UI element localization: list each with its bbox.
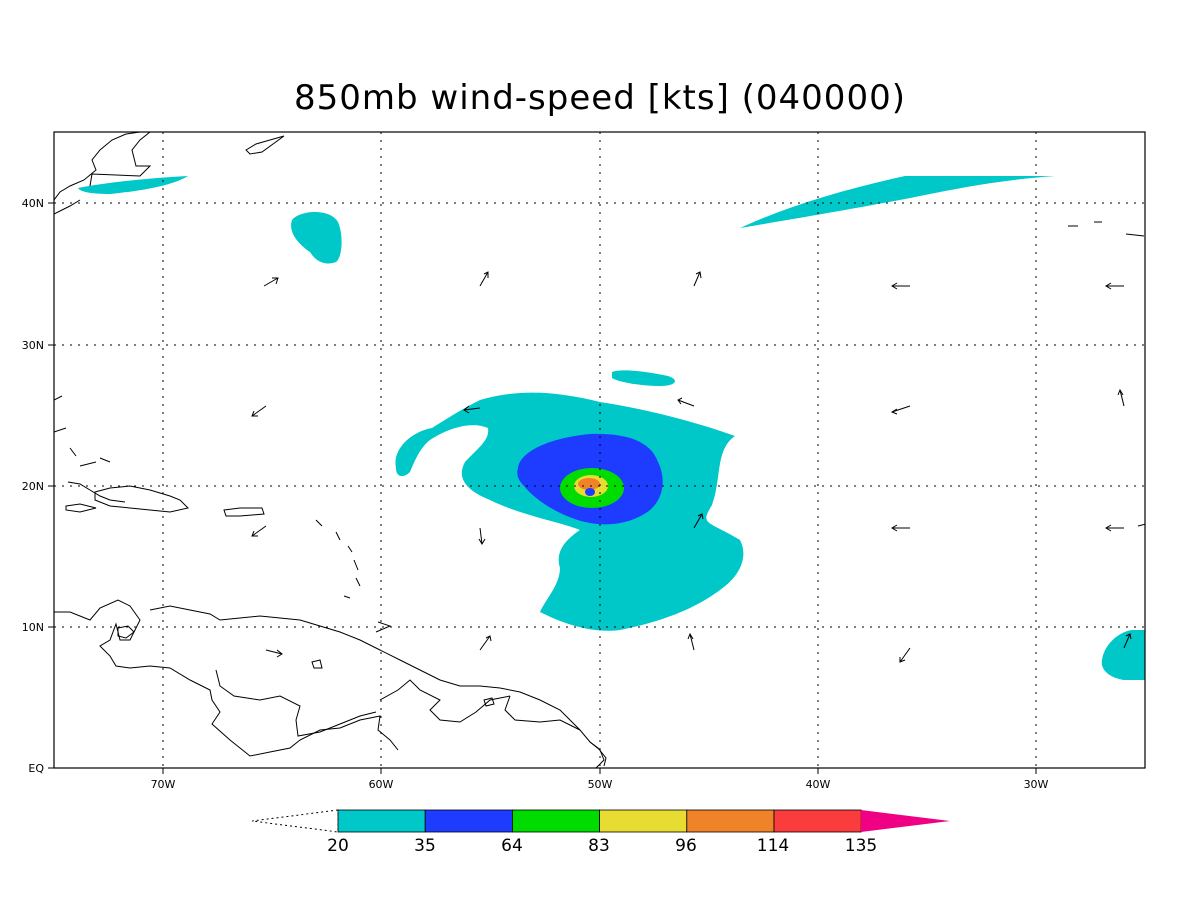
coastline-north-america — [54, 199, 81, 215]
wind-vector-arrow — [1123, 633, 1132, 649]
wind-vector-arrow — [693, 513, 704, 529]
coastline-lake — [117, 625, 135, 639]
border-guyana — [379, 679, 511, 723]
coastline-nova-scotia — [245, 135, 285, 155]
colorbar-swatch — [424, 809, 513, 833]
coastline-north-america — [54, 132, 141, 201]
colorbar: 20 35 64 83 96 114 135 — [251, 809, 950, 856]
colorbar-swatch — [773, 809, 862, 833]
wind-vector-arrow — [463, 405, 481, 414]
lat-tick-label: EQ — [28, 762, 44, 775]
wind-20kt-region — [612, 370, 675, 386]
wind-vector-arrow — [687, 632, 695, 651]
border-suriname — [504, 695, 581, 731]
wind-vector-arrow — [693, 271, 702, 287]
colorbar-label: 114 — [757, 836, 789, 856]
latitude-labels: EQ 10N 20N 30N 40N — [22, 197, 45, 775]
lat-tick-label: 10N — [22, 621, 44, 634]
tick-marks — [48, 202, 1037, 774]
colorbar-label: 96 — [675, 836, 697, 856]
coastline-jamaica — [65, 503, 97, 513]
lat-tick-label: 30N — [22, 339, 44, 352]
wind-vector-arrow — [265, 649, 283, 658]
storm-eye — [585, 488, 595, 496]
wind-vector-arrow — [891, 524, 910, 532]
border-us-canada — [89, 132, 152, 187]
lon-tick-label: 30W — [1024, 778, 1049, 791]
lon-tick-label: 60W — [369, 778, 394, 791]
wind-96kt-region — [578, 478, 600, 490]
wind-vector-arrow — [251, 525, 267, 537]
coastline-bahamas — [54, 395, 111, 467]
colorbar-label: 64 — [501, 836, 523, 856]
coastline-south-america — [149, 605, 605, 768]
grid-lines — [54, 132, 1145, 768]
wind-vector-arrow — [251, 405, 267, 417]
coastline-hispaniola — [94, 485, 189, 513]
colorbar-label: 20 — [327, 836, 349, 856]
colorbar-label: 35 — [414, 836, 436, 856]
lat-tick-label: 40N — [22, 197, 44, 210]
wind-vector-arrow — [677, 397, 695, 407]
colorbar-swatch — [686, 809, 775, 833]
colorbar-swatch — [599, 809, 688, 833]
coastline-azores — [1068, 221, 1145, 237]
wind-vector-arrow — [1117, 388, 1125, 407]
map-title: 850mb wind-speed [kts] (040000) — [294, 78, 906, 118]
colorbar-under-triangle — [251, 809, 339, 833]
wind-20kt-region — [78, 176, 188, 194]
wind-vector-arrow — [890, 405, 911, 415]
colorbar-label: 83 — [588, 836, 610, 856]
wind-vector-arrow — [479, 271, 489, 287]
wind-20kt-region — [291, 212, 342, 264]
colorbar-label: 135 — [845, 836, 877, 856]
lat-tick-label: 20N — [22, 480, 44, 493]
wind-vector-arrow — [478, 527, 486, 545]
border-venezuela — [215, 669, 377, 737]
colorbar-swatches — [337, 809, 862, 833]
wind-vector-arrow — [479, 635, 492, 651]
coastline-south-america — [54, 599, 399, 757]
coastline-puerto-rico — [223, 507, 265, 517]
colorbar-over-triangle — [861, 810, 950, 832]
coastline-islands — [311, 659, 495, 707]
lon-tick-label: 40W — [806, 778, 831, 791]
coastlines — [54, 132, 1145, 768]
wind-contours — [78, 176, 1145, 680]
wind-20kt-region — [1101, 630, 1145, 680]
colorbar-swatch — [337, 809, 426, 833]
lon-tick-label: 70W — [151, 778, 176, 791]
wind-vector-arrow — [891, 282, 910, 290]
wind-20kt-region — [740, 176, 1055, 228]
wind-vector-arrow — [1105, 282, 1124, 290]
coastline-lesser-antilles — [315, 519, 361, 599]
lon-tick-label: 50W — [588, 778, 613, 791]
wind-vector-arrow — [899, 647, 911, 663]
wind-vector-arrow — [263, 277, 279, 287]
colorbar-labels: 20 35 64 83 96 114 135 — [327, 836, 877, 856]
colorbar-swatch — [512, 809, 601, 833]
wind-vector-arrow — [1105, 524, 1124, 532]
longitude-labels: 70W 60W 50W 40W 30W — [151, 778, 1049, 791]
coastline-brazil — [589, 741, 607, 767]
wind-vectors — [251, 271, 1132, 663]
